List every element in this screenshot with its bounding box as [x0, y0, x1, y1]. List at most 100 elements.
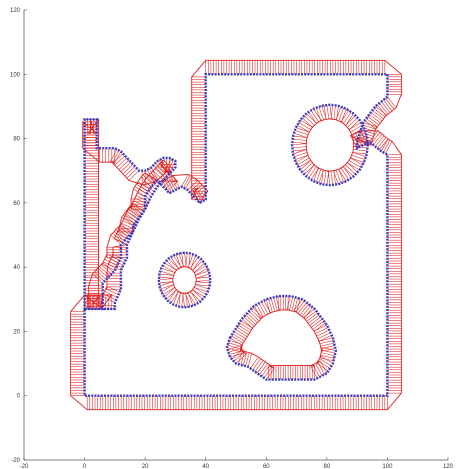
outer-offset-rib — [101, 264, 112, 275]
hole-circle-large-offset-rib — [335, 169, 342, 184]
hole-blob-offset-rib — [270, 297, 275, 312]
hole-circle-small-offset-rib — [164, 287, 175, 298]
hole-blob-offset-rib — [317, 332, 331, 339]
outer-offset-rib — [181, 174, 189, 187]
outer-offset-rib — [120, 225, 134, 233]
outer-offset-rib — [104, 291, 118, 298]
hole-blob-offset-rib — [319, 358, 332, 367]
outer-offset-rib — [370, 112, 383, 122]
outer-offset-rib — [383, 140, 391, 153]
hole-circle-small-offset-rib — [187, 292, 196, 305]
hole-blob-offset-rib — [227, 344, 242, 350]
hole-circle-small-offset-curve — [172, 265, 197, 295]
outer-offset-rib — [167, 181, 178, 192]
hole-circle-large-offset-rib — [306, 113, 317, 124]
y-tick-label: 40 — [13, 265, 20, 271]
outer-offset-rib — [128, 208, 141, 217]
hole-blob-offset-rib — [297, 302, 307, 314]
outer-offset-rib — [146, 176, 158, 187]
hole-circle-small-offset-rib — [178, 253, 184, 267]
hole-blob-offset-rib — [228, 342, 242, 348]
hole-blob-offset-rib — [275, 296, 280, 311]
hole-blob-offset-rib — [256, 361, 266, 374]
hole-blob-offset-rib — [317, 360, 331, 369]
hole-circle-large-offset-rib — [302, 162, 313, 173]
hole-circle-large-offset-rib — [351, 130, 366, 136]
tick-layer: -20 0 20 40 60 80 100 120 -20 0 20 40 60 80 100 120 — [10, 8, 454, 469]
outer-offset-rib — [377, 104, 387, 116]
hole-circle-large-offset-rib — [343, 166, 354, 177]
hole-circle-large-offset-rib — [343, 111, 352, 124]
hole-blob-offset-rib — [318, 335, 332, 342]
hole-circle-large-offset-rib — [295, 155, 308, 163]
hole-circle-large-offset-rib — [313, 108, 322, 121]
hole-circle-large-offset-rib — [292, 141, 307, 144]
hole-blob-offset-rib — [315, 327, 329, 334]
outer-offset-rib — [130, 206, 143, 215]
outer-offset-rib — [115, 235, 129, 243]
outer-offset-rib — [132, 203, 146, 210]
y-tick-label: 120 — [10, 8, 21, 14]
hole-circle-large-offset-rib — [292, 146, 307, 149]
hole-blob-offset-rib — [314, 324, 327, 332]
hole-blob-offset-rib — [239, 322, 252, 331]
outer-offset-rib — [104, 258, 118, 266]
hole-circle-large-offset-rib — [323, 170, 327, 185]
outer-offset-rib — [103, 261, 117, 269]
hole-circle-large-offset-rib — [298, 160, 311, 168]
outer-offset-rib — [187, 180, 198, 191]
outer-offset-rib — [140, 186, 153, 195]
hole-blob-offset-rib — [252, 358, 261, 371]
hole-blob-offset-rib — [322, 347, 337, 351]
x-tick-label: 0 — [83, 464, 87, 469]
y-tick-label: 60 — [13, 201, 20, 207]
hole-blob-offset-rib — [299, 303, 309, 316]
hole-circle-large-offset-rib — [347, 117, 358, 128]
outer-offset-rib — [383, 99, 393, 112]
outer-offset-rib — [385, 141, 393, 154]
hole-blob-offset-curve — [239, 309, 323, 369]
outer-offset-rib — [359, 134, 373, 140]
outer-offset-rib — [379, 103, 389, 115]
hole-circle-small-offset-rib — [161, 267, 175, 273]
outer-offset-rib — [371, 132, 381, 144]
hole-blob-offset-rib — [245, 352, 250, 367]
outer-offset-rib — [168, 177, 176, 191]
hole-circle-large-offset-curve — [305, 118, 355, 172]
hole-blob-offset-rib — [235, 329, 248, 337]
outer-offset-rib — [133, 188, 146, 197]
outer-offset-rib — [116, 157, 128, 168]
hole-circle-small-offset-rib — [164, 262, 177, 271]
hole-circle-large-offset-rib — [353, 141, 368, 144]
outer-offset-rib — [362, 124, 376, 130]
hole-blob-offset-rib — [247, 353, 252, 367]
hole-circle-small-offset-rib — [162, 265, 176, 273]
outer-offset-rib — [150, 172, 162, 183]
hole-circle-large-offset-rib — [321, 170, 324, 185]
hole-circle-large-offset-rib — [327, 171, 331, 186]
hole-circle-small-offset-rib — [195, 270, 209, 276]
hole-blob-offset-rib — [310, 365, 318, 379]
hole-circle-large-offset-rib — [302, 117, 313, 128]
hole-circle-small-offset-rib — [193, 287, 207, 295]
hole-circle-large-offset-rib — [333, 105, 336, 120]
hole-blob-offset-rib — [321, 349, 336, 354]
outer-offset-rib — [142, 183, 155, 192]
outer-offset-rib — [94, 271, 105, 282]
hole-blob-offset-rib — [266, 368, 275, 380]
hole-circle-small-offset-rib — [168, 289, 177, 302]
hole-blob-offset-rib — [233, 331, 246, 340]
hole-circle-large-offset-rib — [300, 119, 313, 128]
hole-blob-offset-rib — [250, 356, 259, 369]
hole-blob-offset-rib — [268, 298, 273, 313]
hole-circle-large-offset-rib — [347, 162, 358, 173]
x-tick-label: 20 — [142, 464, 149, 469]
hole-circle-large-offset-rib — [348, 160, 362, 168]
hole-circle-large-offset-rib — [338, 169, 347, 182]
hole-blob-offset-rib — [312, 364, 320, 378]
outer-offset-rib — [124, 166, 136, 177]
hole-circle-large-offset-rib — [318, 106, 324, 121]
outer-offset-rib — [372, 110, 384, 120]
hole-circle-small-offset-rib — [188, 253, 191, 268]
hole-circle-small-offset-rib — [196, 273, 210, 279]
